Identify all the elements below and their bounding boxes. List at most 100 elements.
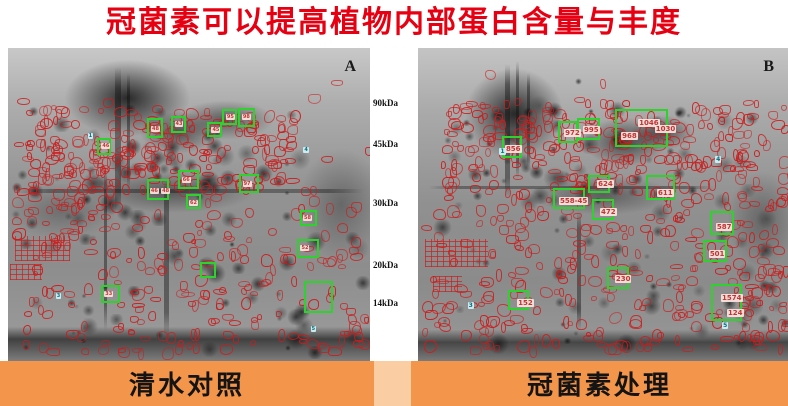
protein-spot-outline [188, 247, 199, 258]
protein-spot-outline [781, 104, 788, 112]
protein-spot-outline [735, 173, 746, 186]
protein-spot-outline [121, 183, 130, 195]
protein-spot-outline [13, 184, 21, 193]
protein-spot-outline [245, 236, 252, 244]
protein-spot-outline [437, 317, 451, 327]
protein-spot-outline [490, 319, 498, 328]
protein-spot-outline [686, 124, 695, 137]
protein-spot-outline [451, 163, 464, 175]
protein-spot-outline [725, 133, 733, 143]
protein-spot-outline [83, 283, 93, 296]
protein-spot-outline [35, 139, 45, 148]
protein-spot-outline [766, 238, 780, 248]
protein-spot-outline [199, 148, 209, 154]
protein-spot-outline [768, 320, 774, 333]
protein-spot-outline [220, 345, 234, 355]
protein-spot-outline [515, 266, 530, 276]
protein-spot-outline [107, 120, 121, 132]
protein-spot-outline [38, 166, 48, 179]
spot-id-tag: 43 [174, 120, 184, 127]
reference-marker-tag: 4 [715, 155, 722, 163]
protein-spot-outline [12, 216, 22, 225]
protein-spot-outline [130, 290, 140, 296]
protein-spot-outline [564, 214, 572, 221]
protein-spot-outline [162, 347, 175, 360]
protein-spot-outline [216, 146, 227, 160]
protein-spot-outline [741, 323, 750, 332]
protein-spot-outline [736, 112, 746, 125]
protein-spot-outline [510, 315, 525, 324]
protein-spot-outline [220, 174, 234, 185]
protein-spot-outline [599, 78, 606, 90]
protein-spot-outline [510, 278, 524, 288]
protein-spot-outline [152, 165, 161, 177]
protein-spot-outline [140, 146, 152, 160]
protein-spot-outline [670, 274, 680, 281]
gel-dark-spot [688, 185, 698, 197]
protein-spot-outline [607, 292, 616, 303]
protein-spot-outline [67, 301, 76, 309]
gel-dark-spot [81, 194, 92, 206]
protein-spot-outline [603, 286, 617, 293]
protein-spot-outline [146, 145, 160, 153]
protein-spot-outline [117, 347, 131, 359]
protein-spot-outline [238, 280, 250, 288]
protein-spot-outline [336, 249, 349, 261]
protein-spot-outline [460, 329, 472, 341]
protein-spot-outline [537, 210, 549, 222]
spot-id-tag: 856 [504, 145, 522, 154]
protein-spot-outline [621, 246, 629, 257]
protein-spot-outline [574, 182, 588, 192]
gel-dark-spot [276, 315, 283, 322]
protein-spot-outline [149, 122, 161, 134]
protein-spot-outline [724, 202, 732, 212]
protein-spot-outline [150, 154, 160, 163]
protein-spot-outline [443, 194, 454, 202]
protein-spot-outline [33, 254, 40, 261]
protein-spot-outline [471, 109, 484, 119]
protein-spot-outline [663, 299, 674, 313]
protein-spot-outline [523, 145, 535, 155]
protein-spot-outline [351, 202, 363, 214]
gel-dark-spot [553, 226, 561, 234]
protein-spot-outline [476, 219, 484, 227]
gel-dark-spot [651, 226, 665, 238]
spot-id-tag: 48 [161, 187, 171, 194]
gel-dark-spot [482, 167, 492, 178]
protein-spot-outline [29, 159, 41, 169]
protein-spot-outline [733, 165, 744, 173]
protein-spot-outline [519, 114, 527, 122]
gel-panel-control: A 46 48 43 45 95 98 66 46 48 62 97 58 52 33 1 4 3 5 [8, 48, 370, 361]
gel-dark-spot [229, 262, 248, 275]
protein-spot-outline [640, 154, 647, 165]
protein-spot-outline [207, 209, 222, 221]
highlighted-spot-box [711, 284, 743, 321]
protein-spot-outline [111, 222, 120, 230]
protein-spot-outline [665, 152, 680, 165]
protein-spot-outline [706, 123, 713, 130]
highlighted-spot-box [645, 175, 676, 201]
protein-spot-outline [441, 145, 454, 154]
spot-id-tag: 501 [708, 249, 726, 258]
protein-spot-outline [685, 276, 698, 287]
protein-spot-outline [67, 231, 79, 241]
spot-id-tag: 52 [300, 244, 310, 251]
protein-spot-outline [737, 219, 746, 227]
protein-spot-outline [64, 291, 76, 298]
protein-spot-outline [508, 272, 516, 278]
protein-spot-outline [340, 303, 348, 310]
protein-spot-outline [558, 276, 569, 284]
protein-spot-outline [133, 120, 147, 131]
protein-spot-outline [753, 149, 761, 158]
caption-treated: 冠菌素处理 [411, 361, 788, 406]
protein-spot-outline [512, 133, 527, 146]
gel-dark-spot [73, 304, 80, 310]
protein-spot-outline [742, 310, 752, 321]
protein-spot-outline [591, 255, 600, 269]
protein-spot-outline [557, 176, 568, 182]
protein-spot-outline [199, 290, 210, 300]
spot-id-tag: 611 [657, 188, 674, 197]
gel-dark-spot [81, 293, 87, 299]
gel-dark-spot [102, 284, 109, 291]
gel-dark-spot [563, 338, 572, 344]
